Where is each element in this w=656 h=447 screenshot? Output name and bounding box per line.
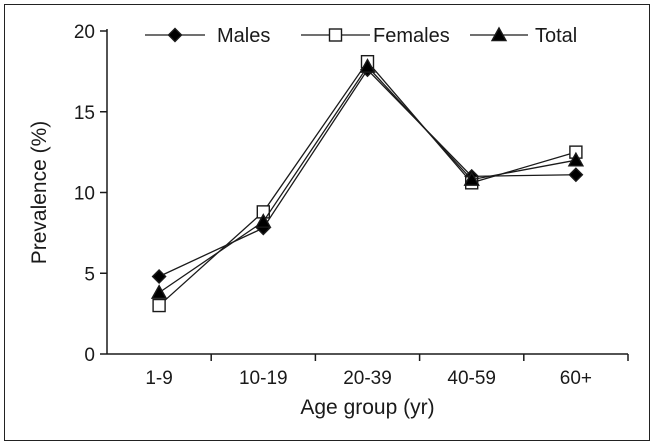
x-tick-label: 40-59 [447, 368, 496, 389]
y-ticks: 0 5 10 15 20 [74, 22, 107, 366]
x-ticks: 1-9 10-19 20-39 40-59 60+ [145, 354, 629, 389]
legend-marker-total [490, 26, 508, 42]
series-layer [150, 54, 585, 313]
y-tick-label: 10 [74, 184, 95, 205]
x-tick-label: 1-9 [145, 368, 172, 389]
series-males [151, 62, 584, 284]
series-females [152, 54, 583, 313]
legend-label: Males [217, 25, 270, 47]
y-tick-label: 15 [74, 103, 95, 124]
legend-item-females: Females [301, 25, 450, 47]
y-axis-title: Prevalence (%) [28, 121, 51, 265]
legend: Males Females Total [145, 25, 577, 47]
series-line-total [158, 65, 577, 294]
legend-marker-females [328, 28, 343, 42]
y-tick-label: 5 [84, 264, 95, 285]
legend-label: Total [535, 25, 577, 47]
data-point-total [359, 58, 376, 73]
x-tick-label: 20-39 [343, 368, 392, 389]
legend-item-total: Total [470, 25, 577, 47]
data-point-total [150, 284, 168, 299]
y-tick-label: 20 [74, 22, 95, 43]
series-line-females [158, 60, 577, 307]
chart-frame [4, 4, 650, 441]
data-point-total [463, 171, 480, 186]
data-point-total [255, 213, 272, 228]
legend-marker-males [167, 27, 183, 43]
y-tick-label: 0 [84, 345, 95, 366]
data-point-males [151, 268, 167, 284]
x-axis-title: Age group (yr) [300, 396, 434, 419]
series-total [150, 58, 585, 299]
series-line-males [158, 68, 576, 278]
axes [106, 29, 628, 355]
x-tick-label: 10-19 [239, 368, 288, 389]
data-point-males [568, 167, 584, 183]
data-point-females [152, 298, 166, 313]
legend-item-males: Males [145, 25, 270, 47]
x-tick-label: 60+ [560, 368, 592, 389]
legend-label: Females [373, 25, 450, 47]
data-point-total [567, 151, 585, 167]
